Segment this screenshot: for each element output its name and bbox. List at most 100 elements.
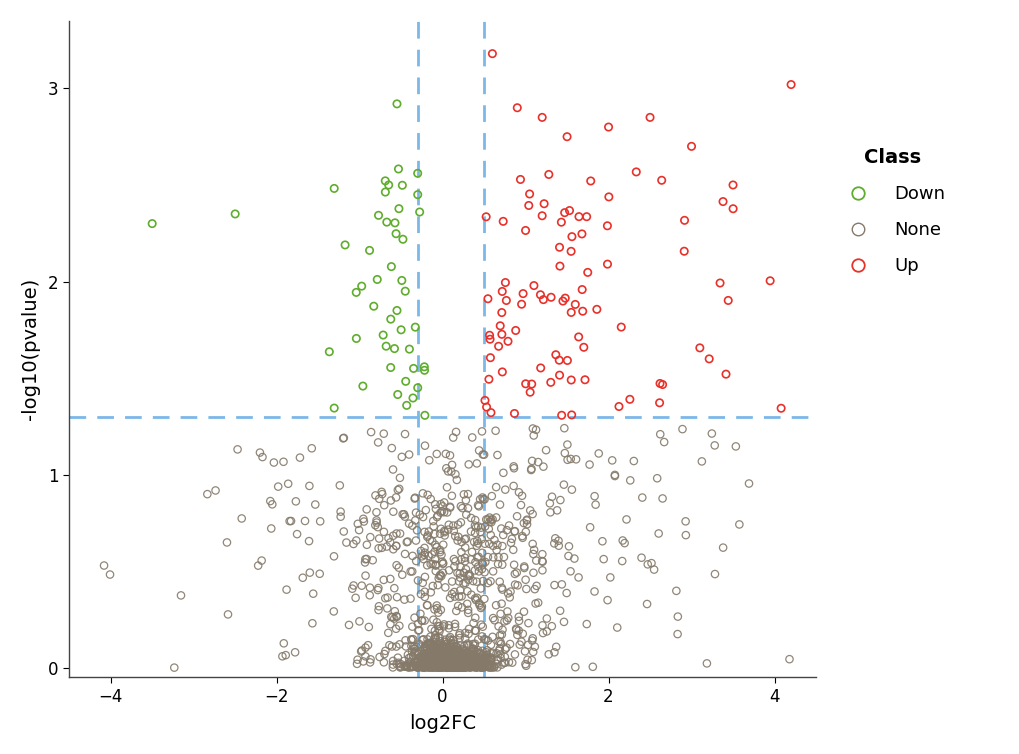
Point bbox=[294, 572, 311, 584]
Point bbox=[396, 510, 413, 523]
Point bbox=[428, 651, 444, 664]
Point bbox=[441, 661, 458, 673]
Point bbox=[625, 455, 641, 467]
Point bbox=[457, 660, 473, 672]
Point bbox=[441, 646, 458, 658]
Point bbox=[518, 526, 534, 538]
Point bbox=[172, 590, 189, 602]
Point bbox=[431, 654, 447, 666]
Point bbox=[464, 659, 480, 671]
Point bbox=[422, 558, 438, 570]
Point bbox=[434, 661, 450, 673]
Point bbox=[423, 657, 439, 669]
Point bbox=[476, 566, 492, 578]
Point bbox=[676, 245, 692, 257]
Point bbox=[460, 652, 476, 664]
Point bbox=[459, 651, 475, 664]
Point bbox=[430, 662, 446, 674]
Point bbox=[432, 657, 448, 669]
Point bbox=[444, 431, 461, 443]
Point bbox=[460, 638, 476, 650]
Point bbox=[441, 631, 458, 643]
Point bbox=[535, 293, 551, 305]
Point bbox=[498, 642, 515, 654]
Point bbox=[463, 589, 479, 601]
Point bbox=[426, 640, 442, 652]
Point bbox=[532, 289, 548, 301]
Point bbox=[478, 211, 494, 223]
Point bbox=[438, 649, 454, 661]
Point bbox=[489, 538, 505, 550]
Point bbox=[440, 659, 457, 671]
Point bbox=[503, 533, 520, 545]
Point bbox=[460, 628, 476, 640]
Point bbox=[462, 657, 478, 669]
Point bbox=[457, 657, 473, 669]
Point bbox=[445, 653, 462, 665]
Point bbox=[445, 661, 462, 673]
Point bbox=[416, 661, 432, 673]
Point bbox=[432, 655, 448, 667]
Point bbox=[613, 535, 630, 547]
Point bbox=[451, 661, 468, 673]
Point bbox=[530, 596, 546, 608]
Point bbox=[416, 657, 432, 670]
Point bbox=[302, 566, 318, 578]
Point bbox=[429, 510, 445, 522]
Point bbox=[558, 354, 575, 366]
Point bbox=[467, 611, 483, 624]
Point bbox=[491, 642, 507, 654]
Point bbox=[459, 598, 475, 610]
Point bbox=[725, 203, 741, 215]
Point bbox=[470, 654, 486, 666]
Point bbox=[442, 662, 459, 674]
Point bbox=[469, 656, 485, 668]
Point bbox=[416, 364, 432, 376]
Point bbox=[437, 657, 453, 670]
Point bbox=[464, 546, 480, 558]
Point bbox=[446, 590, 463, 602]
Point bbox=[425, 640, 441, 652]
Point bbox=[430, 658, 446, 670]
Point bbox=[542, 506, 558, 518]
Point bbox=[401, 593, 418, 605]
Point bbox=[443, 657, 460, 669]
Point bbox=[451, 646, 468, 658]
Point bbox=[227, 208, 244, 220]
Point bbox=[463, 657, 479, 669]
Point bbox=[297, 515, 313, 527]
Point bbox=[496, 615, 513, 627]
Point bbox=[388, 657, 405, 670]
Point bbox=[484, 566, 500, 578]
Point bbox=[277, 649, 293, 661]
Point bbox=[443, 459, 460, 471]
Point bbox=[445, 586, 462, 598]
Point bbox=[508, 566, 525, 578]
Point bbox=[450, 630, 467, 642]
Point bbox=[484, 540, 500, 552]
Point bbox=[441, 651, 458, 664]
Point bbox=[613, 555, 630, 567]
Point bbox=[453, 661, 470, 673]
Point bbox=[439, 656, 455, 668]
Point bbox=[419, 651, 435, 664]
Point bbox=[399, 648, 416, 661]
Point bbox=[459, 653, 475, 665]
Point bbox=[450, 661, 467, 673]
Point bbox=[370, 210, 386, 222]
Point bbox=[502, 537, 519, 549]
Point bbox=[608, 621, 625, 633]
Point bbox=[414, 661, 430, 673]
Point bbox=[446, 661, 463, 673]
Point bbox=[458, 658, 474, 670]
Point bbox=[433, 651, 449, 663]
Point bbox=[588, 303, 604, 315]
Point bbox=[430, 660, 446, 672]
Point bbox=[600, 121, 616, 133]
Point bbox=[364, 554, 380, 566]
Point bbox=[459, 648, 475, 660]
Point bbox=[419, 650, 435, 662]
Point bbox=[454, 648, 471, 660]
Point bbox=[470, 659, 486, 671]
Point bbox=[417, 649, 433, 661]
